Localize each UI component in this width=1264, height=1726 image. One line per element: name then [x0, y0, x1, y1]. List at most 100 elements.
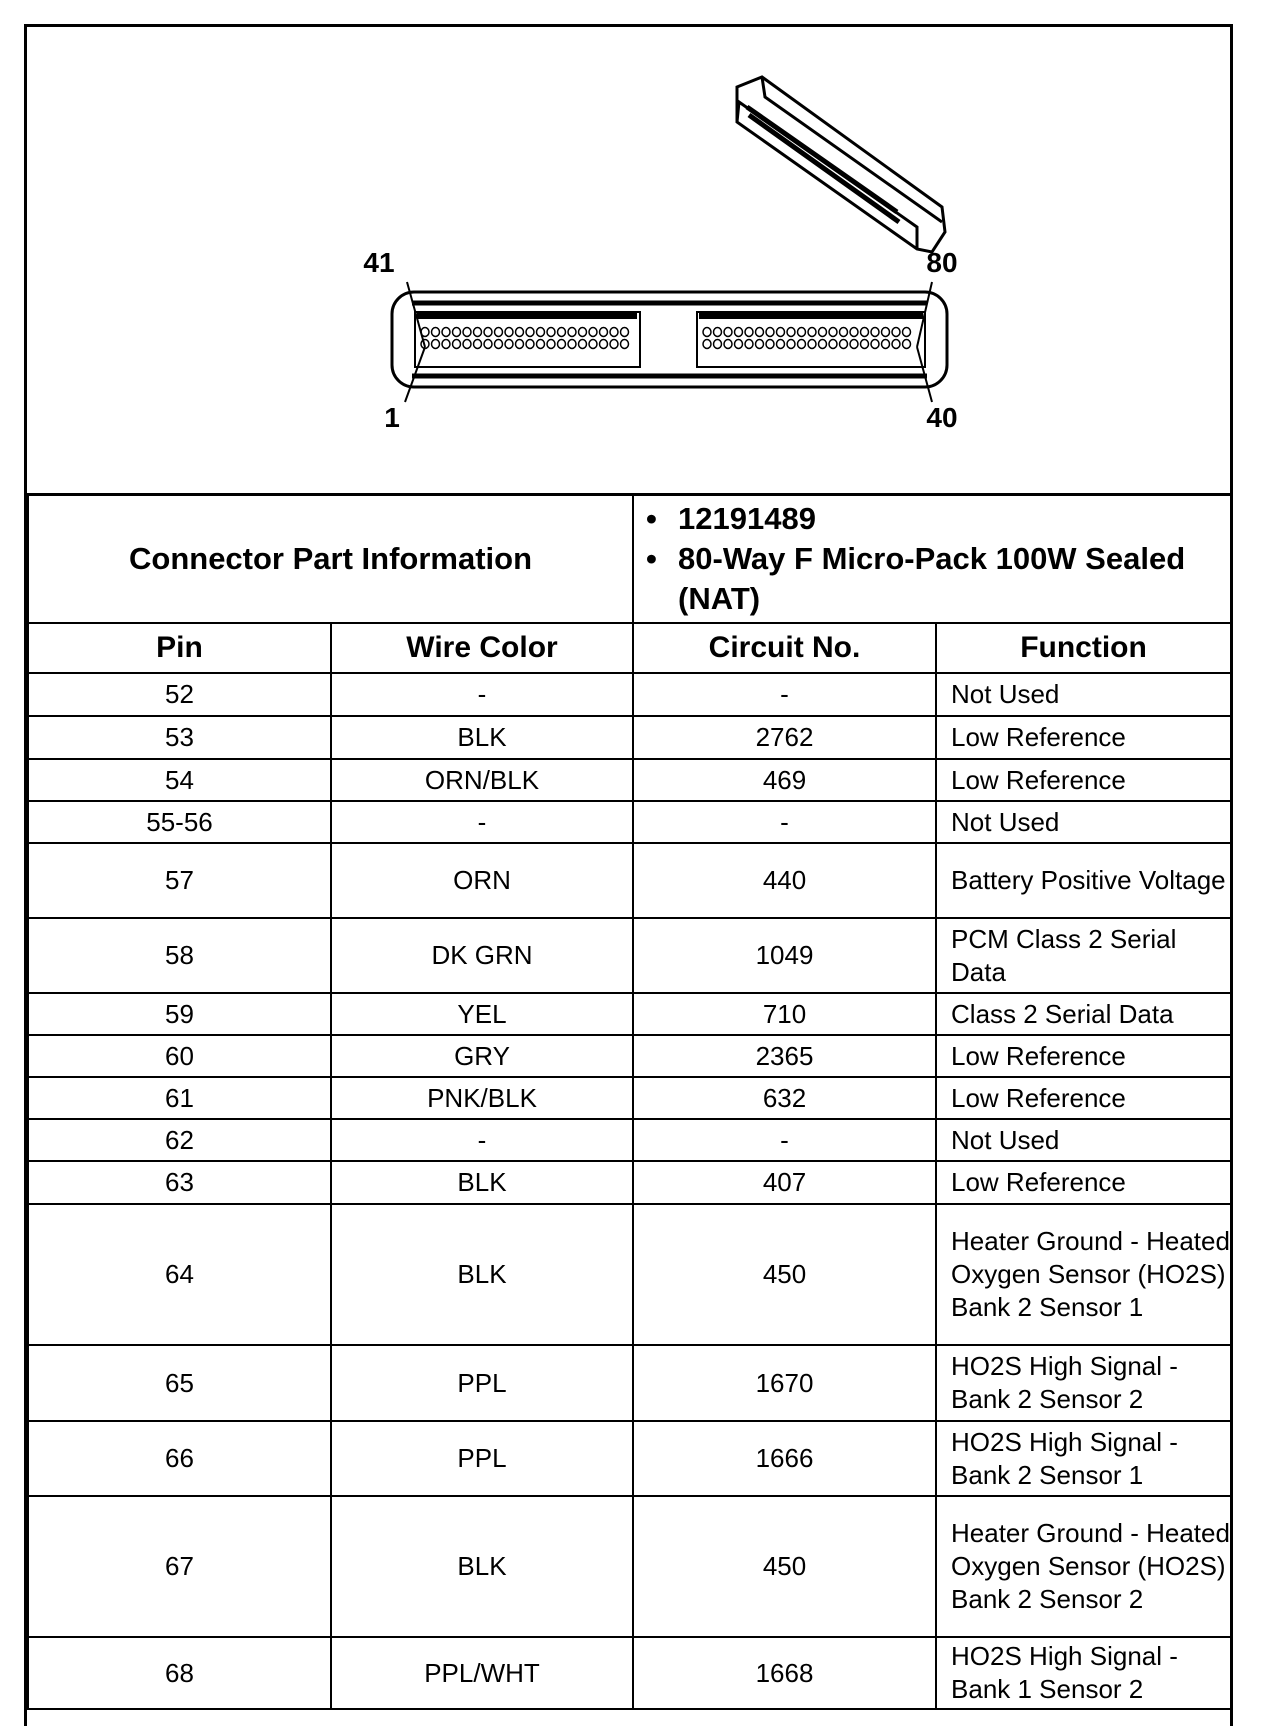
pin-hole	[733, 338, 744, 350]
function-cell: HO2S High Signal - Bank 2 Sensor 2	[935, 1344, 1233, 1422]
pin-hole	[859, 338, 870, 350]
pin-cell: 63	[27, 1160, 332, 1205]
pin-hole	[807, 326, 817, 338]
pin-hole	[556, 326, 567, 338]
pin-hole	[901, 338, 912, 350]
pin-hole	[577, 326, 588, 338]
pin-cell: 67	[27, 1495, 332, 1638]
pin-hole	[817, 326, 828, 338]
pin-hole	[828, 338, 838, 350]
pin-hole	[838, 326, 849, 338]
connector-description: 80-Way F Micro-Pack 100W Sealed (NAT)	[678, 540, 1186, 616]
table-row: 61 PNK/BLK 632 Low Reference	[27, 1076, 1233, 1120]
pin-hole	[430, 326, 441, 338]
pin-hole	[525, 326, 535, 338]
pin-hole	[472, 338, 483, 350]
wire-color-cell: -	[329, 672, 635, 717]
table-row: 62- - Not Used	[27, 1118, 1233, 1162]
pin-hole	[712, 338, 723, 350]
wire-color-cell: BLK	[329, 1160, 635, 1205]
pin-hole	[535, 338, 546, 350]
pin-hole	[901, 326, 912, 338]
pin-hole	[451, 326, 462, 338]
pin-hole	[609, 326, 619, 338]
function-cell: Not Used	[935, 1118, 1233, 1162]
circuit-no-cell: 632	[632, 1076, 938, 1120]
pin-hole	[775, 338, 786, 350]
pin-hole	[870, 326, 880, 338]
pin-cell: 57	[27, 842, 332, 919]
pin-hole	[441, 326, 451, 338]
connector-face-image	[390, 281, 949, 403]
wire-color-cell: PPL	[329, 1344, 635, 1422]
pin-hole	[567, 326, 577, 338]
wire-color-cell: -	[329, 1118, 635, 1162]
pin-hole	[504, 338, 514, 350]
function-cell: Not Used	[935, 672, 1233, 717]
connector-document: 41 80 1 40 Connector Part Inform	[24, 24, 1233, 1726]
column-header-function: Function	[935, 622, 1233, 674]
wire-color-cell: BLK	[329, 1203, 635, 1346]
circuit-no-cell: 710	[632, 992, 938, 1036]
table-row: 68 PPL/WHT 1668 HO2S High Signal - Bank 1 S…	[27, 1636, 1233, 1710]
pin-hole	[619, 326, 630, 338]
wire-color-cell: DK GRN	[329, 917, 635, 994]
pin-hole	[849, 338, 859, 350]
pin-hole	[567, 338, 577, 350]
pin-hole	[712, 326, 723, 338]
pin-cell: 62	[27, 1118, 332, 1162]
table-row: 52- - Not Used	[27, 672, 1233, 717]
table-row: 57 ORN 440 Battery Positive Voltage	[27, 842, 1233, 919]
pin-hole	[483, 338, 493, 350]
pin-hole	[744, 338, 754, 350]
circuit-no-cell: 469	[632, 758, 938, 802]
wire-color-cell: ORN/BLK	[329, 758, 635, 802]
pin-hole	[765, 326, 775, 338]
circuit-no-cell: -	[632, 672, 938, 717]
function-cell: Low Reference	[935, 758, 1233, 802]
pin-hole	[754, 326, 765, 338]
pin-hole	[598, 326, 609, 338]
wire-color-cell: GRY	[329, 1034, 635, 1078]
pin-hole	[430, 338, 441, 350]
pin-hole	[796, 338, 807, 350]
table-header-row: Pin Wire Color Circuit No. Function	[27, 622, 1233, 674]
pin-hole	[493, 326, 504, 338]
pin-hole	[451, 338, 462, 350]
pin-hole	[462, 326, 472, 338]
pin-hole	[702, 338, 712, 350]
pin-cell: 55-56	[27, 800, 332, 844]
pin-hole	[588, 338, 598, 350]
pin-hole	[870, 338, 880, 350]
circuit-no-cell: -	[632, 1118, 938, 1162]
pin-hole	[775, 326, 786, 338]
table-row: 55-56- - Not Used	[27, 800, 1233, 844]
pin-hole	[786, 338, 796, 350]
pin-hole	[859, 326, 870, 338]
function-cell: Class 2 Serial Data	[935, 992, 1233, 1036]
pin-hole	[891, 338, 901, 350]
pin-cell: 58	[27, 917, 332, 994]
table-row: 63 BLK 407 Low Reference	[27, 1160, 1233, 1205]
pin-label-1: 1	[384, 402, 400, 433]
wire-color-cell: PPL/WHT	[329, 1636, 635, 1710]
pinout-table: Connector Part Information • 12191489 • 80…	[26, 493, 1233, 1710]
pin-hole	[472, 326, 483, 338]
pin-hole	[880, 338, 891, 350]
pin-hole	[619, 338, 630, 350]
pin-hole	[733, 326, 744, 338]
pin-hole	[525, 338, 535, 350]
connector-figure: 41 80 1 40	[27, 27, 1230, 496]
connector-info-row: Connector Part Information • 12191489 • 80…	[26, 493, 1233, 624]
table-row: 65 PPL 1670 HO2S High Signal - Bank 2 Senso…	[27, 1344, 1233, 1422]
pin-hole	[765, 338, 775, 350]
function-cell: Low Reference	[935, 1076, 1233, 1120]
circuit-no-cell: -	[632, 800, 938, 844]
pin-label-41: 41	[363, 247, 394, 278]
pin-hole	[828, 326, 838, 338]
circuit-no-cell: 1668	[632, 1636, 938, 1710]
pin-cell: 68	[27, 1636, 332, 1710]
pin-hole	[702, 326, 712, 338]
pin-cell: 65	[27, 1344, 332, 1422]
function-cell: Low Reference	[935, 1034, 1233, 1078]
